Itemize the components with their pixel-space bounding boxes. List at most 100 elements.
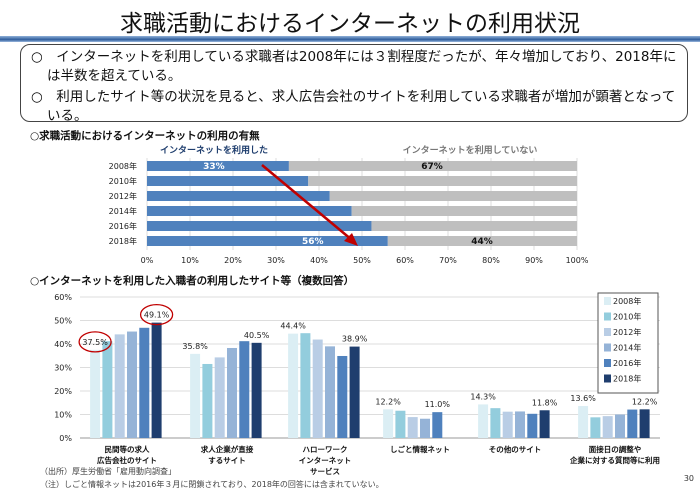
bar-2010年 — [490, 408, 501, 438]
bar-2014年 — [615, 414, 625, 438]
bar-2008年 — [288, 333, 299, 438]
bar-2016年 — [432, 412, 443, 438]
footnote: （注）しごと情報ネットは2016年３月に閉鎖されており、2018年の回答には含ま… — [40, 480, 384, 489]
bar-used — [147, 206, 352, 216]
bar-2008年 — [478, 404, 489, 438]
legend-label: 2010年 — [613, 312, 641, 322]
x-tick-label: 60% — [396, 256, 414, 265]
y-category-label: 2008年 — [109, 161, 137, 171]
y-tick-label: 20% — [54, 387, 72, 396]
x-tick-label: 70% — [439, 256, 457, 265]
bar-2012年 — [502, 411, 513, 438]
data-label: 11.0% — [425, 400, 451, 409]
bar-2018年 — [349, 346, 360, 438]
bar-2010年 — [102, 341, 113, 438]
page-title: 求職活動におけるインターネットの利用状況 — [120, 11, 580, 37]
highlight-circle — [78, 331, 112, 353]
bar-2010年 — [300, 333, 311, 438]
legend-not-used: インターネットを利用していない — [403, 144, 538, 156]
data-label-used: 33% — [203, 162, 225, 172]
bar-not-used — [351, 206, 577, 216]
bar-2016年 — [527, 413, 538, 438]
bar-2014年 — [227, 347, 237, 438]
bar-2008年 — [190, 353, 201, 438]
bar-used — [147, 236, 388, 246]
section1-heading: ○求職活動におけるインターネットの利用の有無 — [30, 130, 260, 142]
y-tick-label: 10% — [54, 411, 72, 420]
x-tick-label: 10% — [181, 256, 199, 265]
x-category-label: サービス — [310, 466, 340, 475]
y-tick-label: 0% — [59, 434, 72, 443]
bar-used — [147, 176, 309, 186]
bar-used — [147, 191, 330, 201]
title-rule — [0, 36, 700, 42]
data-label: 11.8% — [532, 398, 558, 407]
x-category-label: 広告会社のサイト — [97, 455, 157, 465]
bar-not-used — [329, 191, 577, 201]
bar-2014年 — [515, 411, 525, 438]
bar-2008年 — [90, 349, 101, 438]
y-tick-label: 40% — [54, 340, 72, 349]
bar-not-used — [308, 176, 577, 186]
bar-2008年 — [578, 406, 589, 438]
bar-2014年 — [127, 331, 137, 438]
data-label: 49.1% — [144, 311, 170, 320]
page-number: 30 — [683, 474, 694, 483]
bar-2014年 — [420, 418, 430, 438]
bar-2012年 — [407, 417, 418, 438]
bar-2012年 — [214, 357, 225, 438]
y-category-label: 2014年 — [109, 206, 137, 216]
bar-2018年 — [539, 410, 550, 438]
bar-2010年 — [395, 410, 406, 438]
legend-swatch — [604, 297, 611, 305]
legend-label: 2018年 — [613, 374, 641, 384]
legend-swatch — [604, 312, 611, 321]
data-label: 38.9% — [342, 335, 368, 344]
legend-label: 2012年 — [613, 327, 641, 337]
summary-box: ○ インターネットを利用している求職者は2008年には３割程度だったが、年々増加… — [20, 44, 688, 124]
y-tick-label: 50% — [54, 317, 72, 326]
x-category-label: 民間等の求人 — [105, 444, 150, 454]
bar-2012年 — [602, 416, 613, 438]
x-category-label: インターネット — [299, 455, 352, 465]
x-tick-label: 100% — [566, 256, 589, 265]
data-label: 13.6% — [570, 394, 596, 403]
bar-2016年 — [337, 355, 348, 438]
legend-swatch — [604, 328, 611, 336]
data-label: 44.4% — [280, 322, 306, 331]
bar-2018年 — [151, 322, 162, 438]
x-category-label: するサイト — [208, 456, 246, 465]
legend-swatch — [604, 374, 611, 383]
trend-arrow-line — [261, 164, 353, 241]
data-label-not-used: 67% — [421, 162, 443, 172]
y-tick-label: 30% — [54, 364, 72, 373]
section2-heading: ○インターネットを利用した入職者の利用したサイト等（複数回答） — [30, 275, 355, 287]
bar-not-used — [288, 161, 577, 171]
x-tick-label: 50% — [353, 256, 371, 265]
bar-used — [147, 161, 289, 171]
data-label-not-used: 44% — [471, 237, 493, 247]
data-label: 12.2% — [632, 397, 658, 406]
data-label: 40.5% — [244, 331, 270, 340]
summary-point: ○ 利用したサイト等の状況を見ると、求人広告会社のサイトを利用している求職者が増… — [31, 89, 676, 124]
trend-arrow-head — [344, 233, 358, 246]
legend-swatch — [604, 359, 611, 367]
x-category-label: 企業に対する質問等に利用 — [569, 455, 660, 465]
x-tick-label: 0% — [141, 256, 154, 265]
internet-usage-chart: 0% 10% 20% 30% 40% 50% 60% 70% 80% 90% 100% インターネット… — [109, 144, 589, 265]
legend-used: インターネットを利用した — [160, 144, 268, 156]
bar-2008年 — [383, 409, 394, 438]
bar-2016年 — [627, 409, 638, 438]
bar-2016年 — [239, 341, 250, 438]
data-label-used: 56% — [302, 237, 324, 247]
bar-not-used — [371, 221, 577, 231]
bar-2018年 — [639, 409, 650, 438]
x-tick-label: 80% — [482, 256, 500, 265]
bar-2012年 — [114, 334, 125, 438]
bar-not-used — [387, 236, 577, 246]
x-tick-label: 30% — [267, 256, 285, 265]
y-category-label: 2018年 — [109, 236, 137, 246]
y-category-label: 2016年 — [109, 221, 137, 231]
